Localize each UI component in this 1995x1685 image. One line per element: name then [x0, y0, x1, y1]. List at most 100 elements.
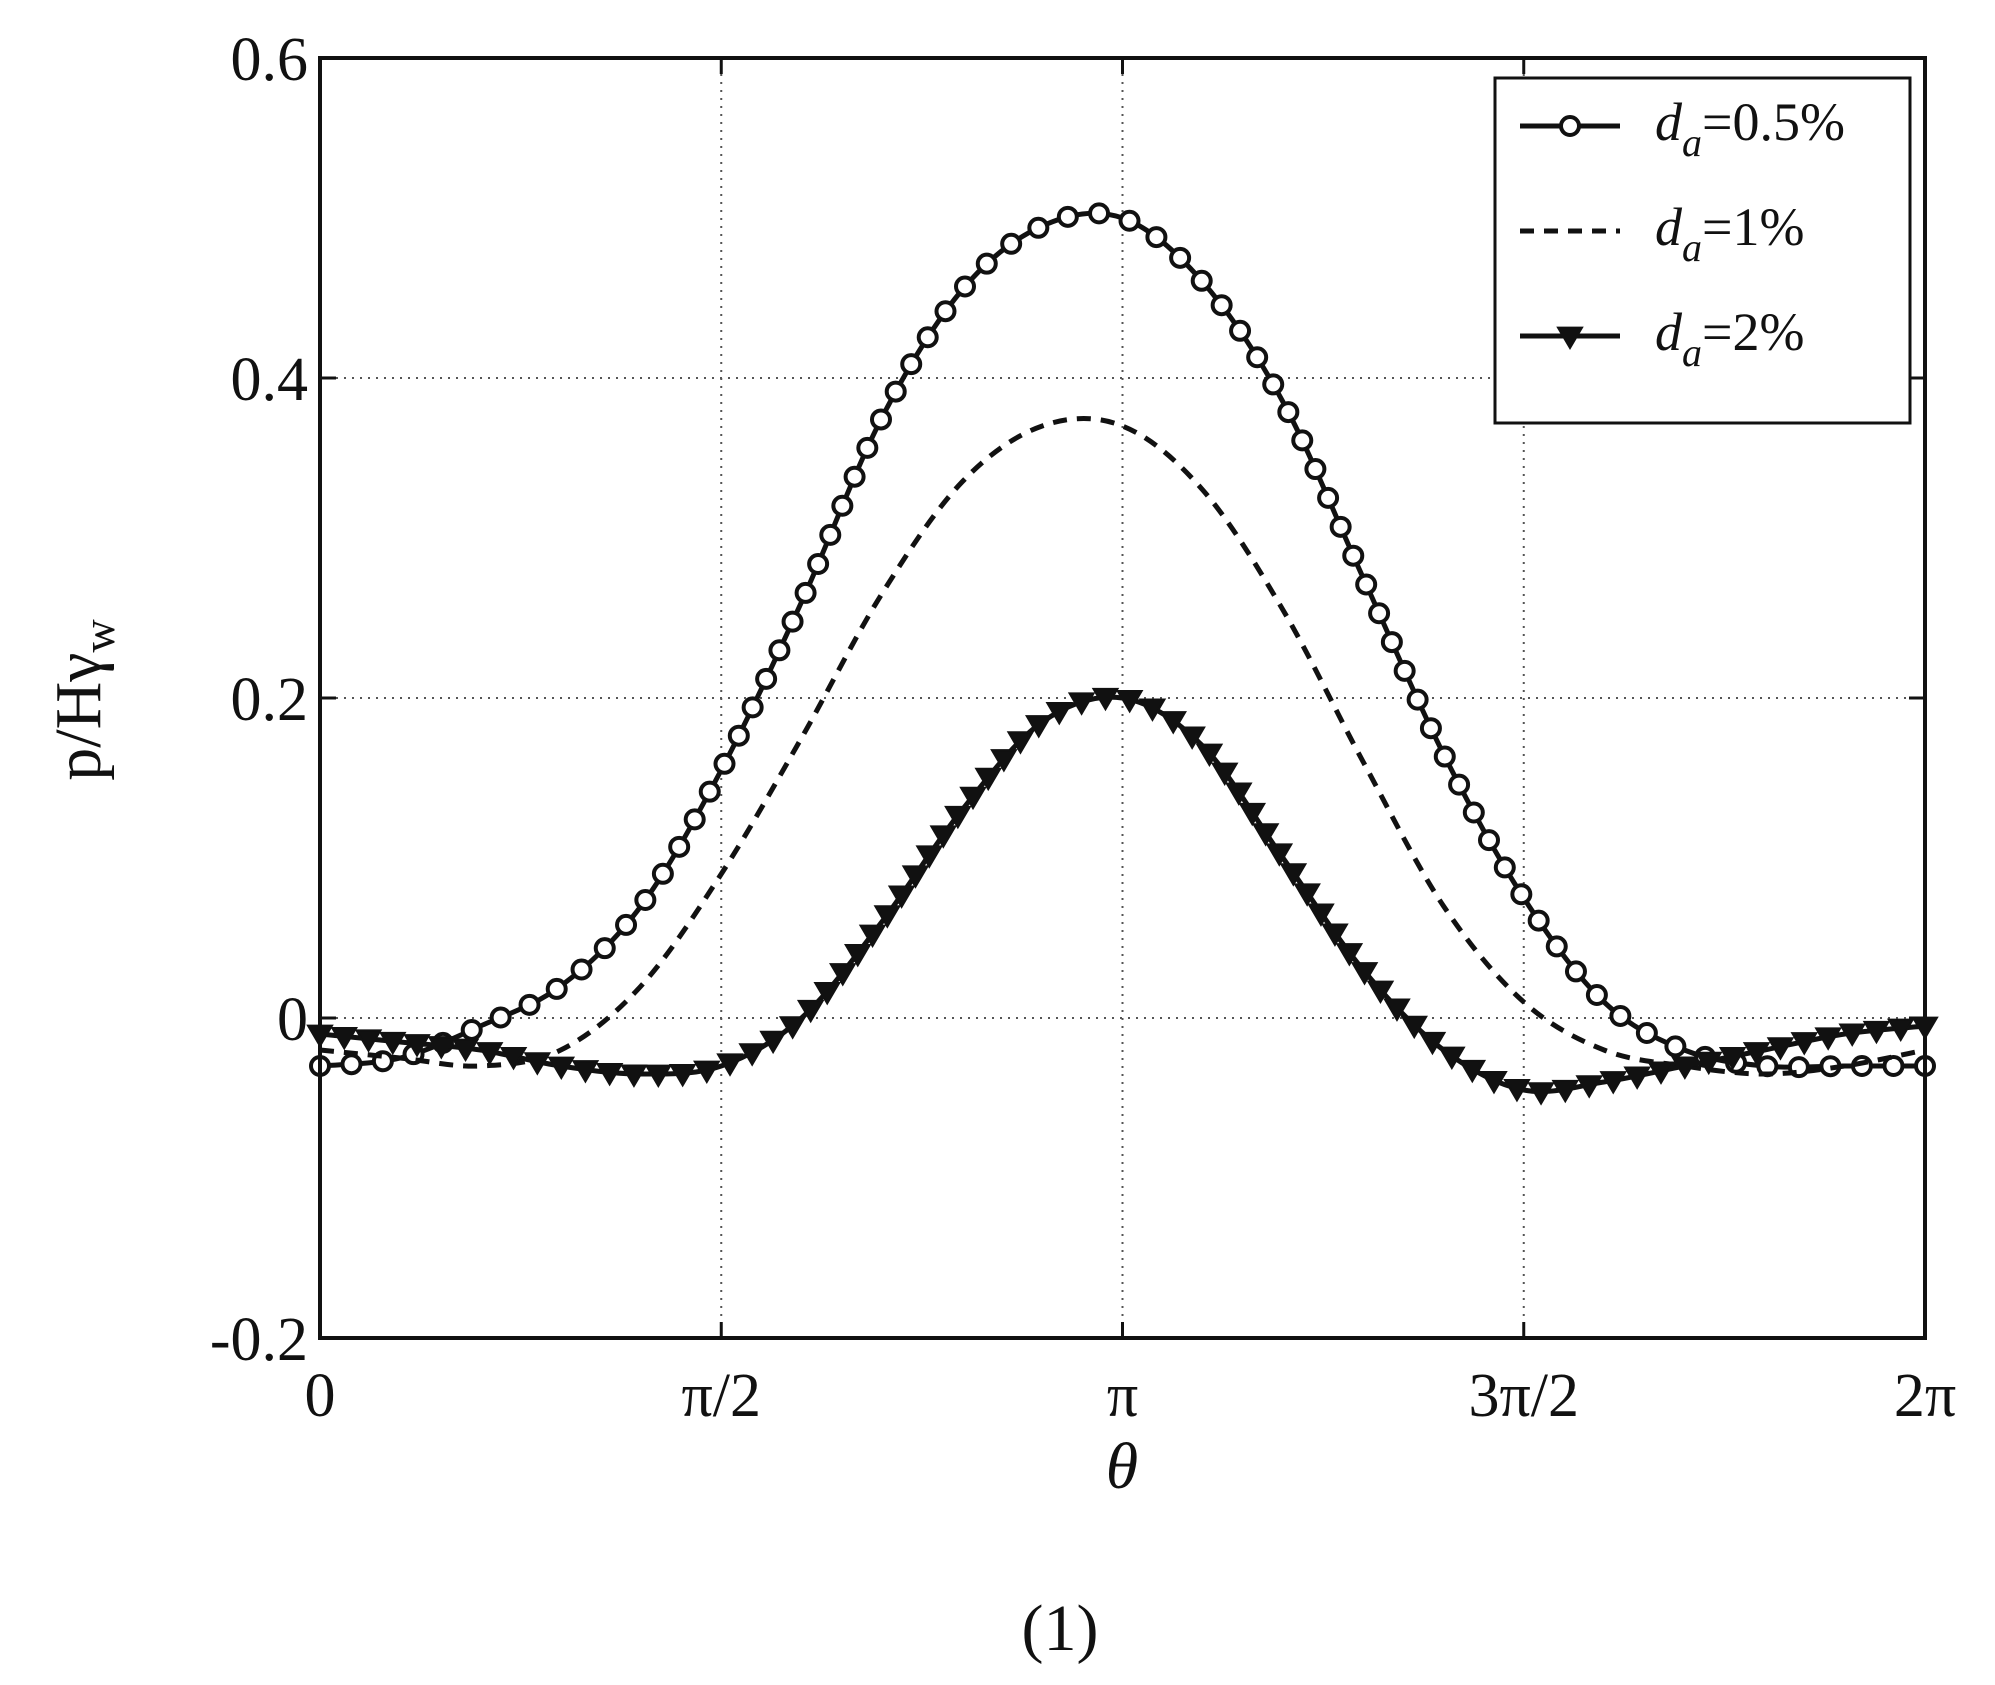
series-marker: [1503, 1079, 1531, 1103]
series-marker: [1406, 688, 1429, 711]
series-marker: [1695, 1051, 1723, 1076]
series-marker: [856, 436, 879, 459]
series-marker: [1195, 743, 1224, 768]
series-marker: [1477, 829, 1500, 852]
series-marker: [781, 610, 804, 633]
series-marker: [570, 958, 593, 981]
series-marker: [900, 353, 923, 376]
series-marker: [1355, 573, 1378, 596]
series-marker: [944, 805, 972, 830]
series-marker: [427, 1036, 456, 1060]
series-marker: [934, 300, 957, 323]
series-marker: [1790, 1032, 1819, 1056]
series-marker: [843, 465, 866, 488]
series-marker: [1766, 1037, 1795, 1061]
series-marker: [547, 1056, 576, 1081]
series-marker: [1279, 863, 1308, 887]
series-marker: [794, 581, 817, 604]
series-marker: [1458, 1059, 1487, 1084]
series-marker: [1886, 1018, 1915, 1043]
legend-label: da=2%: [1655, 302, 1804, 375]
y-axis-label-base: p/Hγ: [42, 653, 115, 781]
series-3: [306, 687, 1939, 1106]
series-marker: [819, 523, 842, 546]
x-tick-label: π: [1107, 1362, 1138, 1430]
x-axis-label: θ: [1106, 1430, 1138, 1503]
series-marker: [1118, 209, 1141, 232]
series-marker: [1510, 883, 1533, 906]
series-marker: [693, 1060, 721, 1085]
series-marker: [1229, 319, 1252, 342]
series-line: [319, 694, 1926, 1095]
y-tick-label: 0.4: [231, 346, 309, 414]
series-marker: [1178, 726, 1206, 750]
series-marker: [1493, 856, 1516, 879]
series-marker: [1225, 782, 1253, 806]
series-marker: [475, 1042, 504, 1066]
y-axis-label-sub: w: [73, 619, 124, 653]
series-marker: [1418, 1031, 1447, 1056]
series-marker: [768, 639, 791, 662]
series-marker: [460, 1018, 483, 1041]
series-marker: [887, 885, 916, 909]
series-marker: [1400, 1015, 1428, 1040]
x-tick-label: 0: [305, 1362, 336, 1430]
series-marker: [1027, 216, 1050, 239]
series-marker: [1265, 843, 1294, 867]
series-marker: [796, 999, 825, 1024]
series-marker: [593, 937, 616, 960]
legend-label: da=0.5%: [1655, 92, 1845, 165]
series-marker: [518, 993, 541, 1016]
series-marker: [1091, 687, 1120, 712]
series-marker: [990, 749, 1018, 773]
legend-marker: [1559, 115, 1581, 137]
series-marker: [1380, 631, 1403, 654]
series-marker: [651, 862, 674, 885]
series-marker: [713, 752, 736, 775]
series-marker: [831, 494, 854, 517]
series-marker: [354, 1029, 383, 1053]
series-marker: [523, 1052, 552, 1076]
series-marker: [959, 786, 987, 811]
series-marker: [1545, 935, 1568, 958]
series-marker: [716, 1053, 744, 1077]
series-marker: [1293, 883, 1321, 907]
series-marker: [916, 326, 939, 349]
series-marker: [953, 275, 976, 298]
series-marker: [1462, 801, 1485, 824]
legend-box: [1493, 76, 1912, 425]
series-marker: [1307, 903, 1335, 927]
series-marker: [1527, 909, 1550, 932]
series-marker: [668, 1064, 697, 1088]
series-marker: [844, 943, 872, 968]
legend-marker: [1556, 326, 1584, 350]
series-marker: [755, 667, 778, 690]
series-marker: [1115, 689, 1144, 714]
legend-entry-1: da=0.5%: [1520, 92, 1845, 165]
series-marker: [759, 1030, 787, 1055]
series-marker: [1575, 1075, 1603, 1099]
legend-entry-3: da=2%: [1520, 302, 1804, 375]
series-marker: [1527, 1082, 1555, 1106]
legend-entry-2: da=1%: [1520, 197, 1804, 270]
series-marker: [741, 696, 764, 719]
series-marker: [1056, 205, 1079, 228]
series-marker: [929, 825, 958, 849]
series-marker: [1000, 232, 1023, 255]
figure-caption: (1): [1022, 1592, 1099, 1665]
series-marker: [1480, 1071, 1508, 1095]
legend: da=0.5% da=1% da=2%: [1493, 76, 1912, 425]
series-marker: [858, 924, 887, 948]
series-marker: [1838, 1023, 1866, 1047]
series-marker: [683, 808, 706, 831]
series-marker: [901, 865, 930, 889]
series-marker: [1277, 401, 1300, 424]
series-marker: [1585, 983, 1608, 1006]
series-marker: [668, 835, 691, 858]
series-marker: [975, 252, 998, 275]
axis-ticks: 0 π/2 π 3π/2 2π-0.200.20.40.6: [210, 26, 1956, 1430]
series-marker: [1246, 346, 1269, 369]
series-marker: [1742, 1042, 1771, 1066]
series-marker: [829, 963, 857, 987]
